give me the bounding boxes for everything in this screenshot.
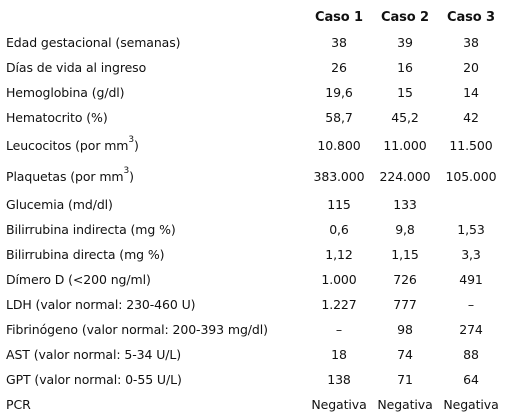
row-label: Fibrinógeno (valor normal: 200-393 mg/dl… <box>6 322 268 337</box>
cell-caso-1: Negativa <box>311 397 367 412</box>
table-row: Dímero D (<200 ng/ml) 1.000 726 491 <box>6 267 504 292</box>
row-label: Leucocitos (por mm3) <box>6 130 306 161</box>
row-label: Hemoglobina (g/dl) <box>6 85 125 100</box>
header-caso-1: Caso 1 <box>315 9 363 25</box>
cell-caso-2: Negativa <box>377 397 433 412</box>
cell-caso-1: 19,6 <box>325 85 353 100</box>
cell-caso-3: 105.000 <box>445 169 497 184</box>
cell-caso-2: 71 <box>397 372 413 387</box>
clinical-cases-table: Caso 1 Caso 2 Caso 3 Edad gestacional (s… <box>6 4 504 417</box>
table-row: PCR Negativa Negativa Negativa <box>6 392 504 417</box>
cell-caso-3: 20 <box>463 60 479 75</box>
cell-caso-1: – <box>335 322 343 337</box>
row-label: LDH (valor normal: 230-460 U) <box>6 297 196 312</box>
table-header-row: Caso 1 Caso 2 Caso 3 <box>6 4 504 30</box>
cell-caso-1: 26 <box>331 60 347 75</box>
cell-caso-2: 16 <box>397 60 413 75</box>
table-row: Leucocitos (por mm3) 10.800 11.000 11.50… <box>6 130 504 161</box>
cell-caso-1: 383.000 <box>313 169 365 184</box>
table-row: Plaquetas (por mm3) 383.000 224.000 105.… <box>6 161 504 192</box>
cell-caso-2: 133 <box>393 197 417 212</box>
row-label-superscript: 3 <box>123 166 130 176</box>
table-row: Bilirrubina directa (mg %) 1,12 1,15 3,3 <box>6 242 504 267</box>
cell-caso-3: 42 <box>463 110 479 125</box>
cell-caso-3 <box>438 192 504 217</box>
row-label: Hematocrito (%) <box>6 110 108 125</box>
row-label: Edad gestacional (semanas) <box>6 35 181 50</box>
row-label: Bilirrubina indirecta (mg %) <box>6 222 176 237</box>
table-row: Hemoglobina (g/dl) 19,6 15 14 <box>6 80 504 105</box>
row-label: Plaquetas (por mm3) <box>6 161 306 192</box>
row-label: Bilirrubina directa (mg %) <box>6 247 165 262</box>
row-label-text: Leucocitos (por mm <box>6 138 129 153</box>
row-label-end: ) <box>134 138 139 153</box>
row-label: AST (valor normal: 5-34 U/L) <box>6 347 181 362</box>
table-row: AST (valor normal: 5-34 U/L) 18 74 88 <box>6 342 504 367</box>
row-label: PCR <box>6 397 31 412</box>
cell-caso-2: 39 <box>397 35 413 50</box>
cell-caso-3: 14 <box>463 85 479 100</box>
cell-caso-1: 1.000 <box>321 272 357 287</box>
cell-caso-2: 74 <box>397 347 413 362</box>
row-label: Días de vida al ingreso <box>6 60 147 75</box>
table-row: Hematocrito (%) 58,7 45,2 42 <box>6 105 504 130</box>
header-caso-3: Caso 3 <box>447 9 495 25</box>
cell-caso-2: 98 <box>397 322 413 337</box>
cell-caso-3: 1,53 <box>457 222 485 237</box>
cell-caso-1: 1,12 <box>325 247 353 262</box>
table-row: Días de vida al ingreso 26 16 20 <box>6 55 504 80</box>
table-row: Edad gestacional (semanas) 38 39 38 <box>6 30 504 55</box>
row-label: Glucemia (md/dl) <box>6 197 113 212</box>
table-row: GPT (valor normal: 0-55 U/L) 138 71 64 <box>6 367 504 392</box>
row-label-text: Plaquetas (por mm <box>6 169 124 184</box>
table-row: Fibrinógeno (valor normal: 200-393 mg/dl… <box>6 317 504 342</box>
cell-caso-2: 726 <box>393 272 417 287</box>
cell-caso-2: 45,2 <box>391 110 419 125</box>
table-row: Bilirrubina indirecta (mg %) 0,6 9,8 1,5… <box>6 217 504 242</box>
cell-caso-3: Negativa <box>443 397 499 412</box>
cell-caso-1: 115 <box>327 197 351 212</box>
cell-caso-3: 64 <box>463 372 479 387</box>
cell-caso-1: 138 <box>327 372 351 387</box>
cell-caso-3: 11.500 <box>449 138 493 153</box>
row-label: GPT (valor normal: 0-55 U/L) <box>6 372 182 387</box>
cell-caso-2: 9,8 <box>395 222 415 237</box>
cell-caso-1: 38 <box>331 35 347 50</box>
row-label: Dímero D (<200 ng/ml) <box>6 272 151 287</box>
cell-caso-2: 11.000 <box>383 138 427 153</box>
cell-caso-3: 38 <box>463 35 479 50</box>
table-row: Glucemia (md/dl) 115 133 <box>6 192 504 217</box>
cell-caso-2: 777 <box>393 297 417 312</box>
cell-caso-3: 88 <box>463 347 479 362</box>
cell-caso-3: 3,3 <box>461 247 481 262</box>
cell-caso-1: 10.800 <box>317 138 361 153</box>
cell-caso-1: 18 <box>331 347 347 362</box>
cell-caso-1: 1.227 <box>321 297 357 312</box>
cell-caso-2: 15 <box>397 85 413 100</box>
header-caso-2: Caso 2 <box>381 9 429 25</box>
cell-caso-3: – <box>467 297 475 312</box>
row-label-end: ) <box>129 169 134 184</box>
table-row: LDH (valor normal: 230-460 U) 1.227 777 … <box>6 292 504 317</box>
header-empty-cell <box>6 4 306 30</box>
cell-caso-3: 274 <box>459 322 483 337</box>
cell-caso-1: 0,6 <box>329 222 349 237</box>
row-label-superscript: 3 <box>128 135 135 145</box>
cell-caso-2: 224.000 <box>379 169 431 184</box>
cell-caso-2: 1,15 <box>391 247 419 262</box>
cell-caso-3: 491 <box>459 272 483 287</box>
cell-caso-1: 58,7 <box>325 110 353 125</box>
